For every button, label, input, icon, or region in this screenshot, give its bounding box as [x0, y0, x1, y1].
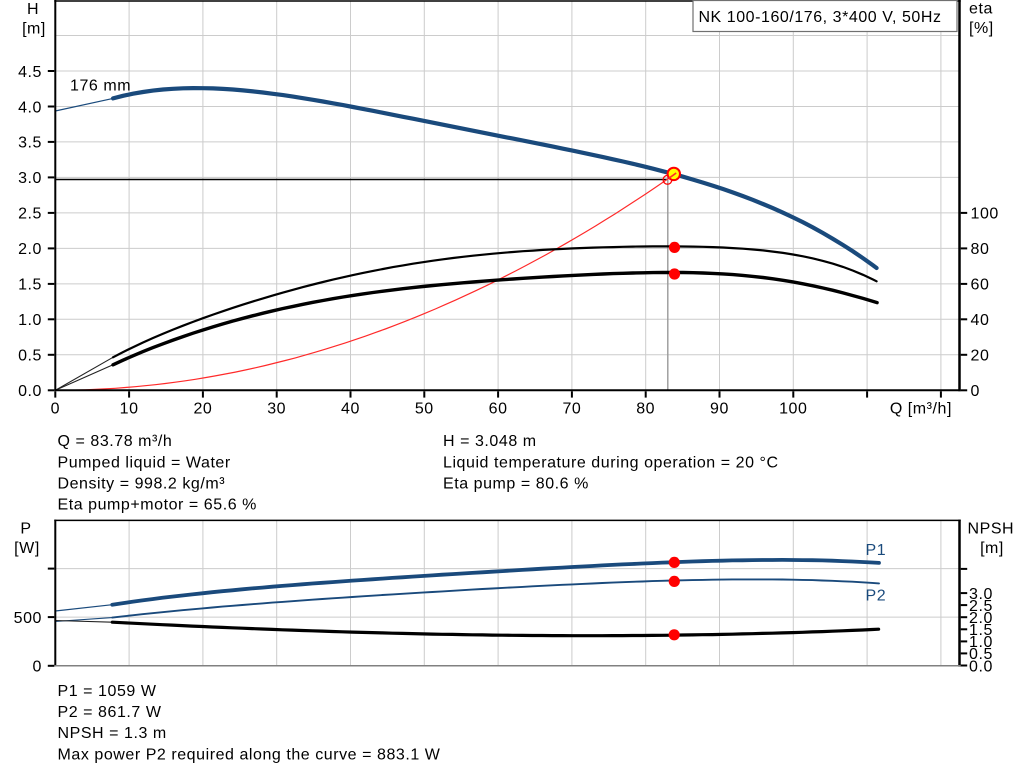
svg-text:80: 80: [636, 400, 655, 417]
svg-text:70: 70: [562, 400, 581, 417]
svg-text:20: 20: [193, 400, 212, 417]
svg-text:3.0: 3.0: [18, 170, 42, 187]
svg-text:0: 0: [33, 659, 42, 676]
svg-text:0.0: 0.0: [18, 383, 42, 400]
svg-text:4.0: 4.0: [18, 99, 42, 116]
svg-text:90: 90: [710, 400, 729, 417]
svg-text:[m]: [m]: [22, 21, 46, 38]
svg-text:2.0: 2.0: [969, 610, 993, 627]
svg-text:[%]: [%]: [969, 20, 994, 37]
svg-text:2.5: 2.5: [18, 206, 42, 223]
svg-text:[m]: [m]: [980, 540, 1004, 557]
svg-text:1.0: 1.0: [969, 634, 993, 651]
svg-text:30: 30: [267, 400, 286, 417]
svg-text:10: 10: [120, 400, 139, 417]
svg-text:P1 = 1059 W: P1 = 1059 W: [58, 683, 157, 700]
svg-text:NPSH: NPSH: [968, 520, 1015, 537]
svg-text:0: 0: [971, 383, 980, 400]
svg-text:NPSH = 1.3 m: NPSH = 1.3 m: [58, 725, 167, 742]
svg-text:NK 100-160/176, 3*400 V, 50Hz: NK 100-160/176, 3*400 V, 50Hz: [698, 9, 941, 26]
svg-text:3.0: 3.0: [969, 586, 993, 603]
svg-text:40: 40: [971, 312, 990, 329]
svg-text:Q [m³/h]: Q [m³/h]: [890, 400, 952, 417]
svg-text:0.0: 0.0: [969, 658, 993, 675]
svg-text:60: 60: [971, 277, 990, 294]
svg-text:20: 20: [971, 348, 990, 365]
svg-text:H: H: [27, 1, 39, 18]
svg-text:1.0: 1.0: [18, 312, 42, 329]
svg-text:Eta pump = 80.6 %: Eta pump = 80.6 %: [443, 475, 589, 492]
svg-text:[W]: [W]: [14, 540, 40, 557]
svg-text:0.5: 0.5: [969, 646, 993, 663]
svg-text:3.5: 3.5: [18, 135, 42, 152]
svg-text:80: 80: [971, 241, 990, 258]
svg-text:Pumped liquid = Water: Pumped liquid = Water: [58, 454, 231, 471]
svg-text:60: 60: [489, 400, 508, 417]
svg-text:100: 100: [779, 400, 807, 417]
svg-text:Max power P2 required along th: Max power P2 required along the curve = …: [58, 746, 441, 763]
svg-text:176 mm: 176 mm: [70, 78, 131, 95]
svg-text:500: 500: [14, 610, 42, 627]
svg-text:1.5: 1.5: [18, 277, 42, 294]
svg-text:4.5: 4.5: [18, 64, 42, 81]
svg-text:40: 40: [341, 400, 360, 417]
svg-text:H = 3.048 m: H = 3.048 m: [443, 433, 537, 450]
svg-text:P2: P2: [866, 587, 887, 604]
svg-text:Density = 998.2 kg/m³: Density = 998.2 kg/m³: [58, 475, 226, 492]
svg-text:Liquid temperature during oper: Liquid temperature during operation = 20…: [443, 454, 779, 471]
svg-text:0.5: 0.5: [18, 348, 42, 365]
svg-text:1.5: 1.5: [969, 622, 993, 639]
svg-text:P2 = 861.7 W: P2 = 861.7 W: [58, 704, 162, 721]
svg-text:P1: P1: [866, 542, 887, 559]
svg-text:Eta pump+motor = 65.6 %: Eta pump+motor = 65.6 %: [58, 497, 257, 514]
svg-text:2.0: 2.0: [18, 241, 42, 258]
svg-text:0: 0: [51, 400, 60, 417]
svg-text:Q = 83.78 m³/h: Q = 83.78 m³/h: [58, 433, 173, 450]
svg-text:eta: eta: [969, 1, 993, 18]
svg-text:2.5: 2.5: [969, 598, 993, 615]
svg-text:100: 100: [971, 206, 999, 223]
svg-text:50: 50: [415, 400, 434, 417]
svg-text:P: P: [20, 520, 31, 537]
